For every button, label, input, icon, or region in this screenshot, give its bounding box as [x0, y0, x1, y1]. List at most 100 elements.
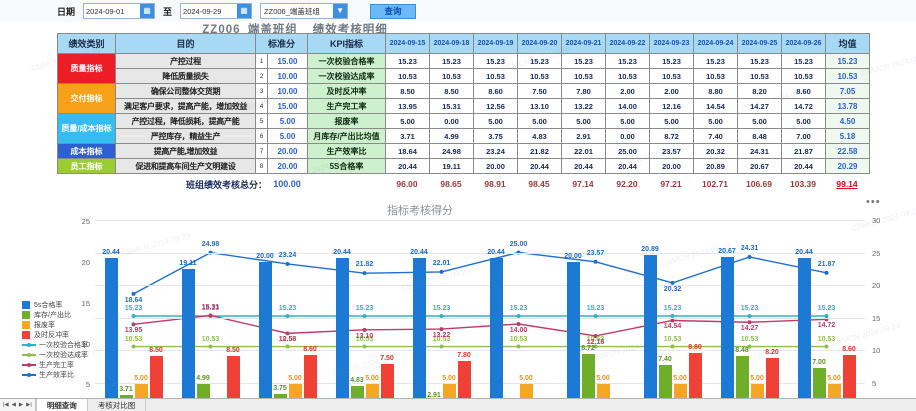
- value-cell: 10.53: [517, 68, 562, 84]
- date-to-input[interactable]: [181, 6, 238, 16]
- toolbar: 日期 ▦ 至 ▦ ZZ006_端盖班组 ▼ 查询: [0, 0, 916, 22]
- value-cell: 10.53: [781, 68, 826, 84]
- legend-item[interactable]: 一次校验达成率: [22, 350, 88, 359]
- bar-报废率: [673, 384, 687, 398]
- date-from-input[interactable]: [84, 6, 141, 16]
- point-label: 20.32: [663, 285, 682, 293]
- col-header-date: 2024-09-26: [781, 33, 826, 54]
- bar-5s合格率: [412, 258, 426, 398]
- point-label: 24.98: [201, 240, 220, 248]
- legend-item[interactable]: 报废率: [22, 320, 55, 329]
- point-label: 10.53: [278, 335, 297, 343]
- mean-cell: 15.23: [825, 53, 870, 69]
- performance-table: 绩效类别 目的 标准分 KPI指标 2024-09-15 2024-09-18 2024-0…: [57, 33, 870, 174]
- query-button[interactable]: 查询: [370, 3, 417, 19]
- standard-score-cell: 5.00: [267, 113, 308, 129]
- value-cell: 15.23: [561, 53, 606, 69]
- legend-item[interactable]: 生产效率比: [22, 370, 74, 379]
- value-cell: 20.67: [737, 158, 782, 174]
- daily-total-value: 96.00: [396, 179, 418, 189]
- team-select[interactable]: ZZ006_端盖班组 ▼: [260, 3, 349, 19]
- value-cell: 3.71: [385, 128, 430, 144]
- col-header-purpose: 目的: [115, 33, 256, 54]
- value-cell: 8.50: [429, 83, 474, 99]
- kpi-cell: 及时反冲率: [307, 83, 386, 99]
- bar-5s合格率: [181, 269, 195, 398]
- gridline: [95, 285, 865, 286]
- table-row: 员工指标 促进和提高车间生产文明建设 8 20.00 5S合格率 20.44 19.11 20…: [57, 158, 870, 174]
- sheet-nav-button[interactable]: ▶: [18, 402, 24, 408]
- calendar-icon[interactable]: ▦: [237, 4, 252, 18]
- legend-item[interactable]: 生产完工率: [22, 360, 74, 369]
- point-label: 24.31: [740, 244, 759, 252]
- bar-label: 19.11: [179, 260, 197, 268]
- value-cell: 10.53: [429, 68, 474, 84]
- chart-menu-icon[interactable]: •••: [866, 196, 881, 208]
- category-cell: 员工指标: [57, 158, 116, 174]
- value-cell: 5.00: [737, 113, 782, 129]
- purpose-cell: 降低质量损失: [115, 68, 256, 84]
- value-cell: 7.50: [517, 83, 562, 99]
- daily-total-value: 102.71: [702, 179, 728, 189]
- value-cell: 14.72: [781, 98, 826, 114]
- legend-item[interactable]: 一次校验合格率: [22, 340, 88, 349]
- value-cell: 20.89: [693, 158, 738, 174]
- chevron-glyph: ▼: [336, 6, 344, 15]
- legend-label: 一次校验合格率: [39, 341, 88, 349]
- bar-及时反冲率: [380, 363, 394, 398]
- col-header-standard: 标准分: [255, 33, 308, 54]
- value-cell: 15.23: [429, 53, 474, 69]
- col-header-date: 2024-09-24: [693, 33, 738, 54]
- legend-label: 5s合格率: [34, 301, 63, 309]
- value-cell: 15.23: [781, 53, 826, 69]
- sheet-nav-button[interactable]: ▶|: [26, 402, 32, 408]
- sheet-tabs: 明细查询 考核对比图: [35, 399, 147, 411]
- date-label: 日期: [57, 6, 76, 17]
- point-label: 15.23: [278, 305, 297, 312]
- point-label: 15.23: [509, 305, 528, 312]
- point-label: 10.53: [124, 335, 143, 343]
- legend-item[interactable]: 库存/产出比: [22, 310, 71, 319]
- bar-报废率: [442, 384, 456, 398]
- value-cell: 8.60: [781, 83, 826, 99]
- chevron-down-icon[interactable]: ▼: [333, 4, 348, 18]
- bar-label: 20.00: [256, 253, 274, 260]
- value-cell: 10.53: [649, 68, 694, 84]
- bar-报废率: [750, 384, 764, 398]
- purpose-cell: 促进和提高车间生产文明建设: [115, 158, 256, 174]
- value-cell: 13.95: [385, 98, 430, 114]
- legend-item[interactable]: 5s合格率: [22, 300, 62, 309]
- value-cell: 20.00: [649, 158, 694, 174]
- point-label: 23.24: [278, 251, 297, 259]
- value-cell: 7.00: [781, 128, 826, 144]
- point-label: 10.53: [509, 335, 528, 343]
- legend-line-icon: [22, 371, 36, 379]
- kpi-cell: 生产完工率: [307, 98, 386, 114]
- legend-swatch-icon: [22, 330, 30, 339]
- bar-报废率: [596, 384, 610, 398]
- purpose-cell: 提高产能,增加效益: [115, 143, 256, 159]
- bar-5s合格率: [489, 258, 503, 398]
- kpi-cell: 5S合格率: [307, 158, 386, 174]
- legend-item[interactable]: 及时反冲率: [22, 330, 69, 339]
- sheet-tab-inactive[interactable]: 考核对比图: [88, 399, 147, 411]
- point-label: 15.23: [355, 305, 374, 312]
- left-axis-tick: 5: [85, 380, 90, 390]
- daily-total-value: 97.14: [572, 179, 594, 189]
- standard-score-cell: 20.00: [267, 143, 308, 159]
- sheet-tab-active[interactable]: 明细查询: [35, 399, 88, 411]
- point-label: 10.53: [432, 335, 451, 343]
- value-cell: 24.98: [429, 143, 474, 159]
- bar-label: 5.00: [519, 375, 533, 383]
- value-cell: 8.50: [385, 83, 430, 99]
- seq-cell: 8: [255, 158, 268, 174]
- mean-cell: 5.18: [825, 128, 870, 144]
- kpi-cell: 一次校验达成率: [307, 68, 386, 84]
- bar-label: 20.44: [102, 249, 120, 257]
- bar-库存/产出比: [658, 364, 672, 398]
- sheet-nav-button[interactable]: ◀: [11, 402, 16, 408]
- calendar-icon[interactable]: ▦: [140, 4, 155, 18]
- bar-及时反冲率: [842, 354, 856, 398]
- sheet-nav-button[interactable]: |◀: [3, 402, 9, 408]
- legend-label: 报废率: [34, 321, 55, 329]
